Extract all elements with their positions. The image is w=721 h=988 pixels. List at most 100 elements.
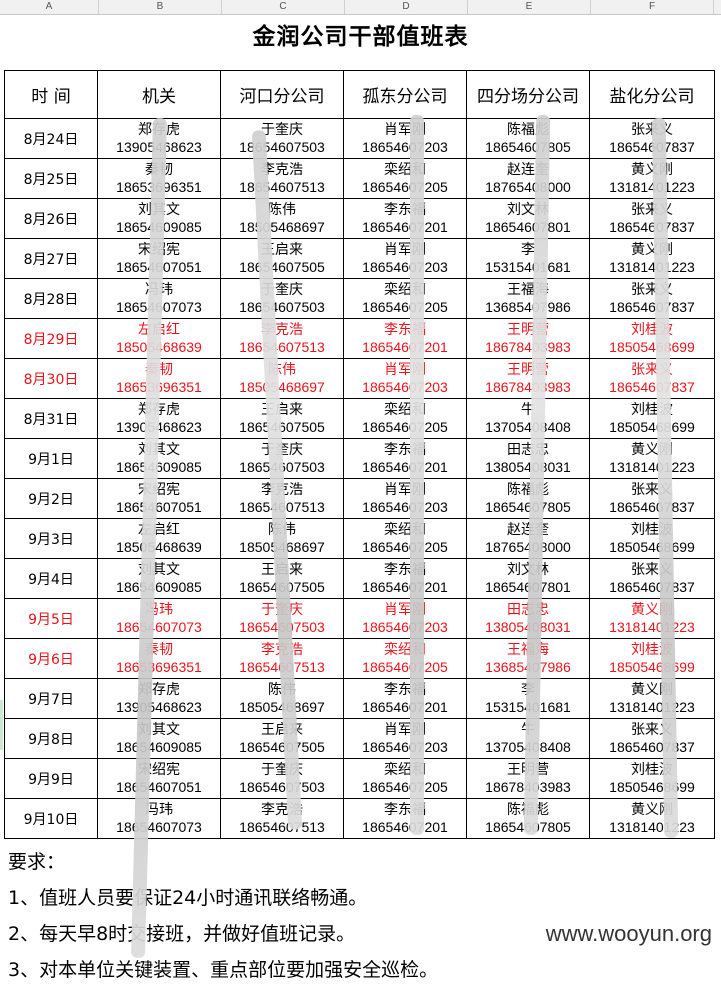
date-cell[interactable]: 8月27日: [4, 238, 98, 279]
date-cell[interactable]: 8月26日: [4, 198, 98, 239]
duty-cell-gudong[interactable]: 肖军刚 18654607203: [343, 358, 467, 399]
column-letter-c[interactable]: C: [222, 0, 345, 14]
date-cell[interactable]: 9月1日: [4, 438, 98, 479]
header-office[interactable]: 机关: [97, 70, 221, 119]
note-item-3[interactable]: 3、对本单位关键装置、重点部位要加强安全巡检。: [8, 959, 439, 981]
duty-cell-gudong[interactable]: 栾绍和 18654607205: [343, 518, 467, 559]
date-cell[interactable]: 8月31日: [4, 398, 98, 439]
date-cell[interactable]: 9月6日: [4, 638, 98, 679]
duty-cell-gudong[interactable]: 肖军刚 18654607203: [343, 598, 467, 639]
notes-heading[interactable]: 要求：: [8, 851, 66, 873]
date-cell[interactable]: 9月7日: [4, 678, 98, 719]
duty-cell-yanhua[interactable]: 刘桂波 18505468699: [589, 518, 715, 559]
duty-cell-gudong[interactable]: 栾绍和 18654607205: [343, 398, 467, 439]
column-letter-e[interactable]: E: [468, 0, 591, 14]
duty-cell-yanhua[interactable]: 刘桂波 18505468699: [589, 758, 715, 799]
duty-cell-gudong[interactable]: 栾绍和 18654607205: [343, 758, 467, 799]
date-cell[interactable]: 8月24日: [4, 118, 98, 159]
duty-cell-gudong[interactable]: 李东福 18654607201: [343, 798, 467, 839]
header-hekou[interactable]: 河口分公司: [220, 70, 344, 119]
date-cell[interactable]: 9月8日: [4, 718, 98, 759]
date-cell[interactable]: 8月30日: [4, 358, 98, 399]
duty-cell-gudong[interactable]: 肖军刚 18654607203: [343, 478, 467, 519]
date-cell[interactable]: 9月9日: [4, 758, 98, 799]
table-row: 9月3日左启红18505468639陈伟18505468697栾绍和186546…: [4, 518, 715, 559]
duty-cell-gudong[interactable]: 肖军刚 18654607203: [343, 718, 467, 759]
column-letter-b[interactable]: B: [99, 0, 222, 14]
header-yanhua[interactable]: 盐化分公司: [589, 70, 715, 119]
column-letter-f[interactable]: F: [591, 0, 714, 14]
duty-cell-gudong[interactable]: 栾绍和 18654607205: [343, 638, 467, 679]
note-item-2[interactable]: 2、每天早8时交接班，并做好值班记录。: [8, 923, 356, 945]
duty-cell-gudong[interactable]: 李东福 18654607201: [343, 678, 467, 719]
duty-cell-gudong[interactable]: 李东福 18654607201: [343, 318, 467, 359]
duty-cell-gudong[interactable]: 栾绍和 18654607205: [343, 158, 467, 199]
date-cell[interactable]: 8月25日: [4, 158, 98, 199]
duty-cell-gudong[interactable]: 肖军刚 18654607203: [343, 238, 467, 279]
duty-cell-gudong[interactable]: 李东福 18654607201: [343, 558, 467, 599]
date-cell[interactable]: 9月4日: [4, 558, 98, 599]
header-date[interactable]: 时 间: [4, 70, 98, 119]
date-cell[interactable]: 9月3日: [4, 518, 98, 559]
date-cell[interactable]: 8月29日: [4, 318, 98, 359]
duty-cell-gudong[interactable]: 李东福 18654607201: [343, 438, 467, 479]
date-cell[interactable]: 9月10日: [4, 798, 98, 839]
header-gudong[interactable]: 孤东分公司: [343, 70, 467, 119]
date-cell[interactable]: 9月2日: [4, 478, 98, 519]
date-cell[interactable]: 8月28日: [4, 278, 98, 319]
note-item-1[interactable]: 1、值班人员要保证24小时通讯联络畅通。: [8, 887, 368, 909]
duty-cell-yanhua[interactable]: 刘桂波 18505468699: [589, 318, 715, 359]
duty-person-phone: 13181401223: [609, 258, 695, 275]
column-letter-a[interactable]: A: [0, 0, 99, 14]
duty-cell-gudong[interactable]: 栾绍和 18654607205: [343, 278, 467, 319]
duty-cell-gudong[interactable]: 李东福 18654607201: [343, 198, 467, 239]
column-letter-d[interactable]: D: [345, 0, 468, 14]
header-sifenchang[interactable]: 四分场分公司: [466, 70, 590, 119]
duty-cell-yanhua[interactable]: 刘桂波 18505468699: [589, 398, 715, 439]
duty-cell-gudong[interactable]: 肖军刚 18654607203: [343, 118, 467, 159]
duty-cell-yanhua[interactable]: 刘桂波 18505468699: [589, 638, 715, 679]
date-cell[interactable]: 9月5日: [4, 598, 98, 639]
